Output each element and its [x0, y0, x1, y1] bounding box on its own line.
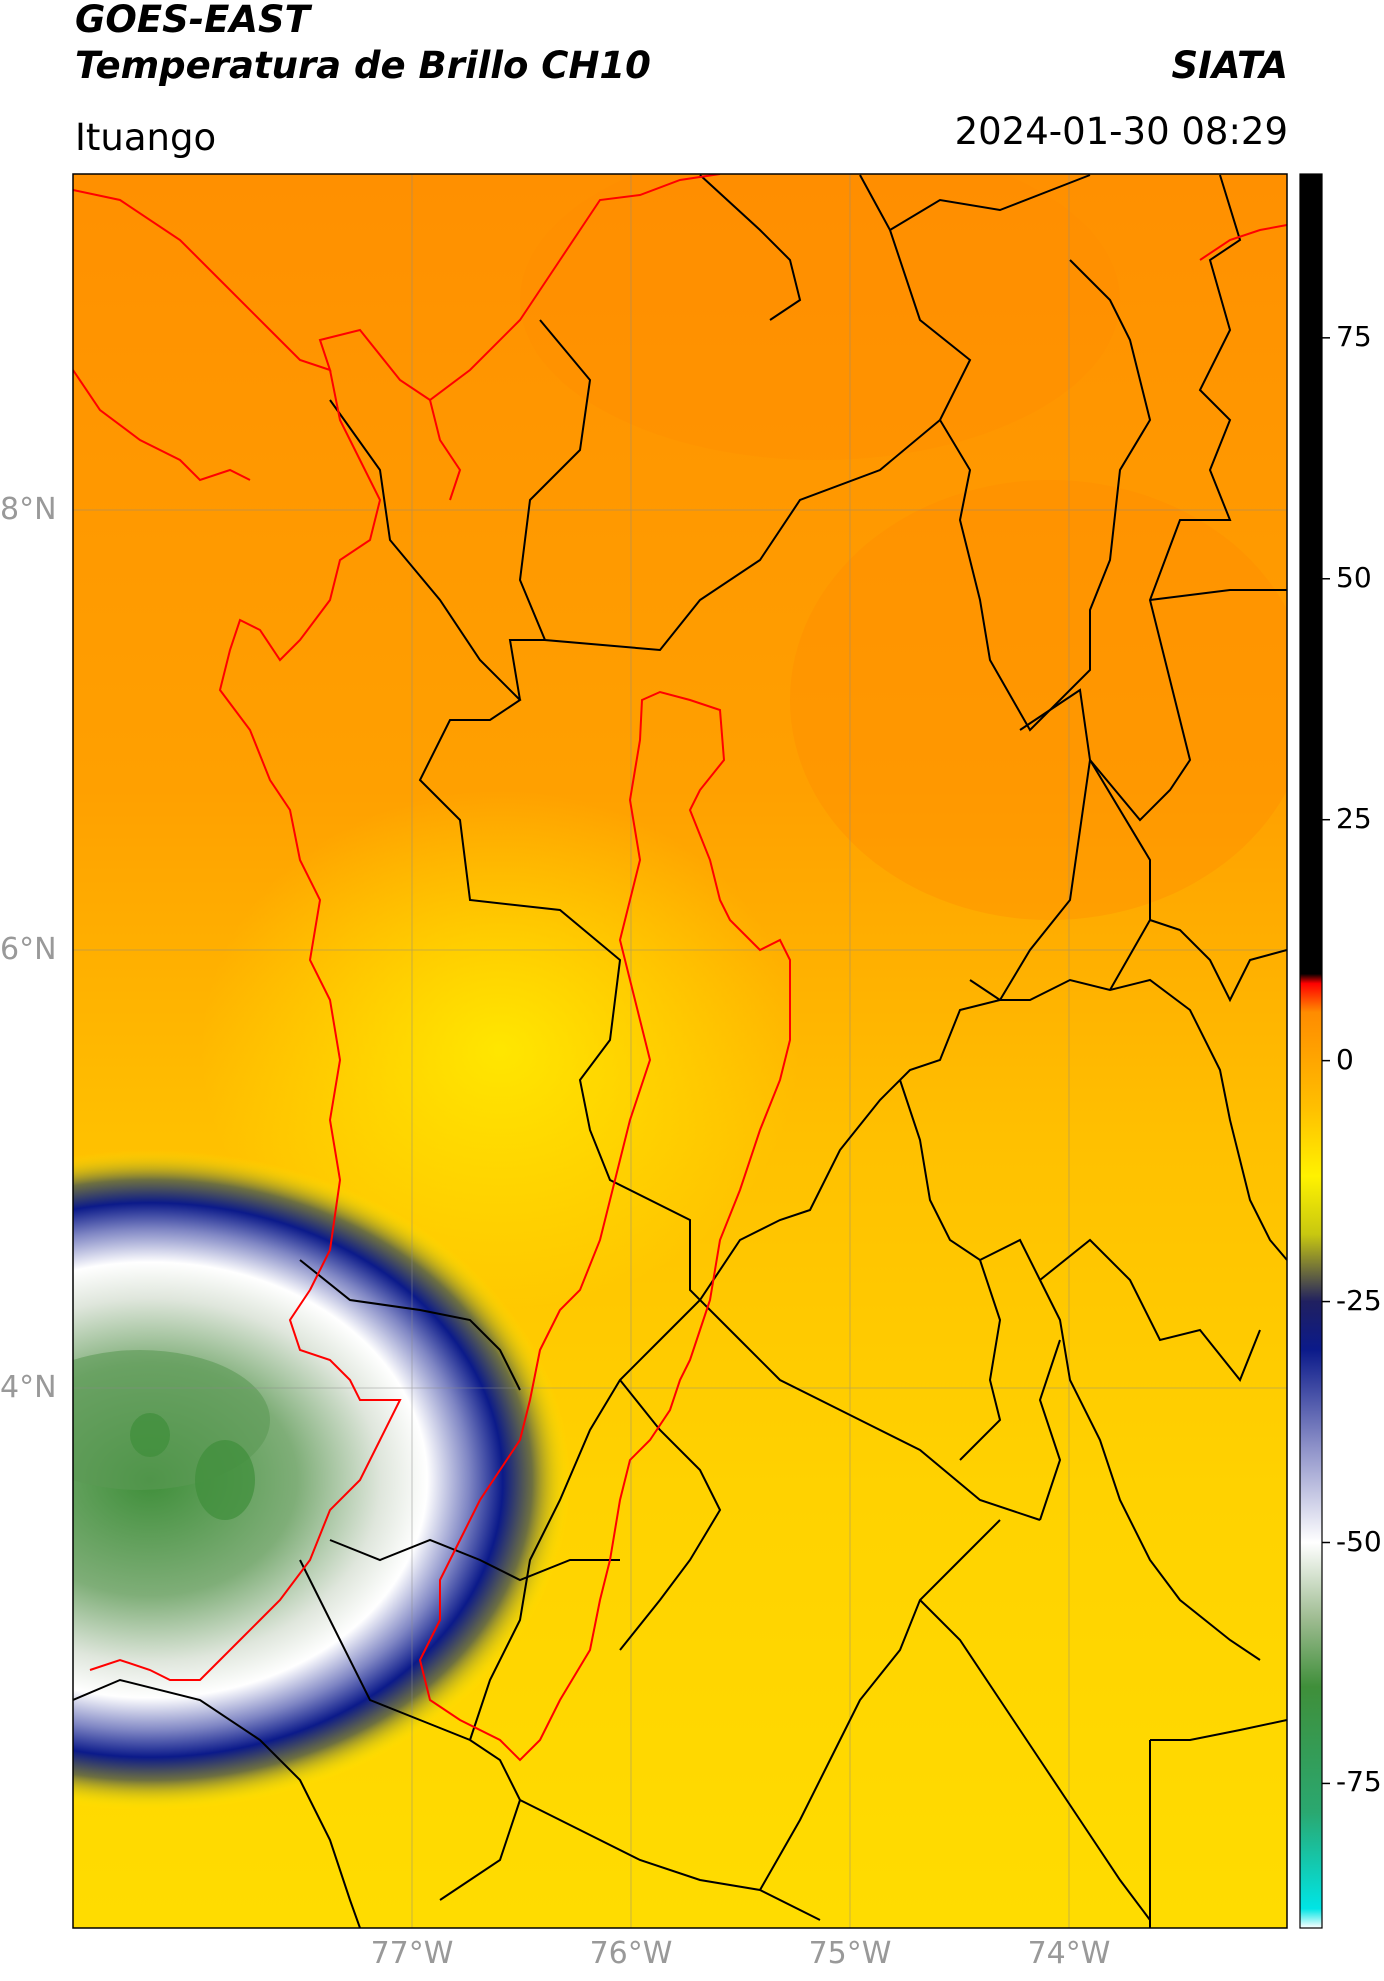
- datetime-label: 2024-01-30 08:29: [954, 110, 1288, 153]
- colorbar-tick-label: 75: [1336, 319, 1372, 353]
- map-frame: [72, 173, 1288, 1929]
- colorbar-tick-label: 50: [1336, 560, 1372, 594]
- lat-label-6N: 6°N: [0, 932, 57, 967]
- map-gridlines: [73, 174, 1287, 1928]
- region-label: Ituango: [75, 116, 217, 159]
- lon-label-77W: 77°W: [370, 1936, 454, 1971]
- product-title: Temperatura de Brillo CH10: [75, 44, 651, 87]
- organization-label: SIATA: [1171, 44, 1288, 87]
- colorbar: [1299, 173, 1323, 1929]
- colorbar-tick-label: -50: [1336, 1524, 1382, 1558]
- department-boundaries: [73, 174, 1287, 1928]
- lon-label-75W: 75°W: [808, 1936, 892, 1971]
- satellite-title: GOES-EAST: [75, 0, 310, 41]
- colorbar-tick-label: 25: [1336, 801, 1372, 835]
- colorbar-tick-label: -75: [1336, 1765, 1382, 1799]
- colorbar-tick-label: -25: [1336, 1283, 1382, 1317]
- lon-label-74W: 74°W: [1027, 1936, 1111, 1971]
- coastline-and-basin: [73, 174, 1287, 1762]
- lat-label-4N: 4°N: [0, 1370, 57, 1405]
- colorbar-tick-label: 0: [1336, 1042, 1354, 1076]
- lon-label-76W: 76°W: [589, 1936, 673, 1971]
- colorbar-ticks: [1322, 337, 1330, 1785]
- brightness-temperature-field: [73, 174, 1287, 1928]
- lat-label-8N: 8°N: [0, 492, 57, 527]
